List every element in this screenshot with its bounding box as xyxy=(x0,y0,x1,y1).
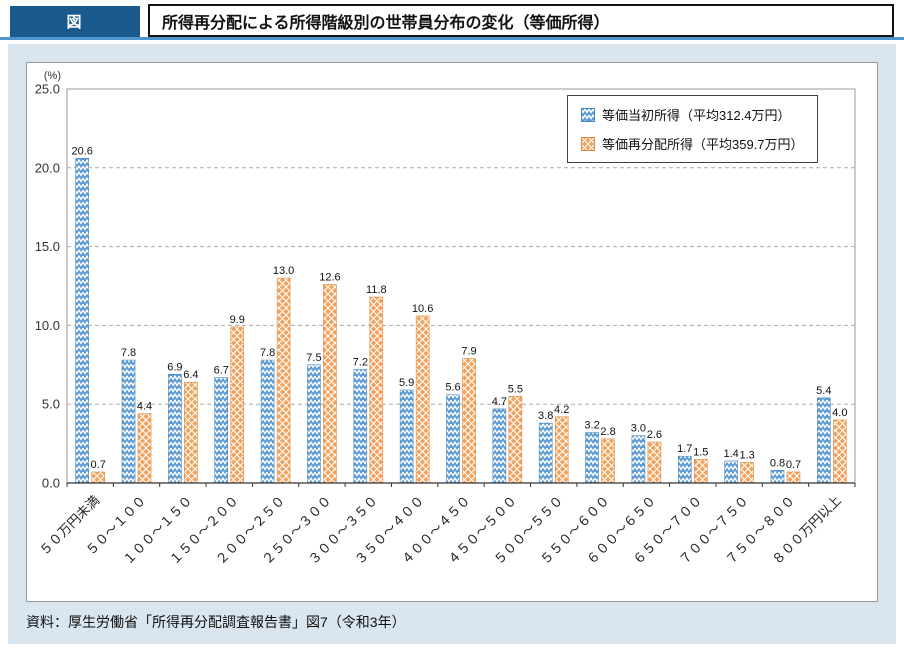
bar-redistributed-income xyxy=(786,471,801,484)
bar-redistributed-income xyxy=(369,296,384,484)
bar-value-label: 0.7 xyxy=(786,459,801,471)
bar-value-label: 6.4 xyxy=(183,369,198,381)
bar-redistributed-income xyxy=(833,419,847,484)
bar-initial-income xyxy=(770,470,785,484)
bar-initial-income xyxy=(724,460,738,484)
bar-redistributed-income xyxy=(462,358,476,484)
header-accent-rule xyxy=(0,37,904,40)
bar-value-label: 3.8 xyxy=(538,410,553,422)
figure-tag-badge: 図 xyxy=(10,6,140,37)
legend-swatch-redistributed-icon xyxy=(581,136,595,151)
bar-value-label: 1.4 xyxy=(723,448,738,460)
bar-value-label: 7.2 xyxy=(353,357,368,369)
y-tick-label: 25.0 xyxy=(35,82,60,97)
y-tick-label: 10.0 xyxy=(35,318,60,333)
source-note: 資料：厚生労働省「所得再分配調査報告書」図7（令和3年） xyxy=(26,614,406,630)
bar-value-label: 1.3 xyxy=(739,450,754,462)
bar-initial-income xyxy=(538,422,553,484)
bar-initial-income xyxy=(585,432,599,484)
chart-container: 0.0 5.0 10.0 15.0 20.0 25.0 (%) 20.6 0.7 ５０万円未満 7.… xyxy=(26,62,878,602)
bar-value-label: 4.0 xyxy=(832,407,847,419)
bar-value-label: 5.6 xyxy=(445,382,460,394)
bar-redistributed-income xyxy=(137,413,152,484)
bar-value-label: 7.9 xyxy=(461,345,476,357)
bar-value-label: 20.6 xyxy=(71,145,92,157)
bar-value-label: 5.9 xyxy=(399,377,414,389)
bar-initial-income xyxy=(446,394,460,484)
y-tick-label: 0.0 xyxy=(42,476,60,491)
bar-value-label: 5.5 xyxy=(508,383,523,395)
bar-redistributed-income xyxy=(184,381,198,484)
bar-redistributed-income xyxy=(693,459,708,484)
bar-value-label: 5.4 xyxy=(816,385,831,397)
bar-value-label: 7.8 xyxy=(260,347,275,359)
bar-initial-income xyxy=(307,364,321,484)
bar-initial-income xyxy=(492,408,507,484)
bar-value-label: 4.4 xyxy=(137,401,152,413)
bar-initial-income xyxy=(75,158,89,484)
bar-redistributed-income xyxy=(508,396,523,484)
bar-redistributed-income xyxy=(740,462,754,484)
bar-value-label: 1.7 xyxy=(677,443,692,455)
bar-initial-income xyxy=(121,359,136,484)
legend-label-redistributed: 等価再分配所得（平均359.7万円） xyxy=(602,137,804,152)
bar-redistributed-income xyxy=(323,284,337,484)
bar-value-label: 13.0 xyxy=(273,265,294,277)
bar-initial-income xyxy=(631,435,646,484)
bar-initial-income xyxy=(677,455,692,484)
bar-value-label: 11.8 xyxy=(366,284,387,296)
y-axis-unit: (%) xyxy=(44,70,61,82)
bar-value-label: 2.6 xyxy=(647,429,662,441)
legend: 等価当初所得（平均312.4万円） 等価再分配所得（平均359.7万円） xyxy=(567,95,818,163)
chart-panel: 0.0 5.0 10.0 15.0 20.0 25.0 (%) 20.6 0.7 ５０万円未満 7.… xyxy=(8,44,896,644)
y-tick-label: 20.0 xyxy=(35,160,60,175)
bar-value-label: 10.6 xyxy=(412,303,433,315)
page-title: 所得再分配による所得階級別の世帯員分布の変化（等価所得） xyxy=(162,14,610,32)
bar-redistributed-income xyxy=(91,471,105,484)
legend-item-initial: 等価当初所得（平均312.4万円） xyxy=(581,105,804,124)
bar-value-label: 1.5 xyxy=(693,446,708,458)
bar-redistributed-income xyxy=(415,315,430,484)
bar-value-label: 0.8 xyxy=(770,457,785,469)
bar-value-label: 4.7 xyxy=(492,396,507,408)
y-tick-label: 15.0 xyxy=(35,239,60,254)
bar-value-label: 7.8 xyxy=(121,347,136,359)
bar-value-label: 2.8 xyxy=(600,426,615,438)
legend-label-initial: 等価当初所得（平均312.4万円） xyxy=(602,108,791,123)
bar-redistributed-income xyxy=(601,438,615,484)
bar-initial-income xyxy=(214,377,229,484)
bar-redistributed-income xyxy=(647,441,662,484)
bar-initial-income xyxy=(260,359,275,484)
bar-redistributed-income xyxy=(230,326,245,484)
bar-value-label: 9.9 xyxy=(230,314,245,326)
legend-item-redistributed: 等価再分配所得（平均359.7万円） xyxy=(581,134,804,153)
bar-value-label: 3.2 xyxy=(584,420,599,432)
bar-redistributed-income xyxy=(554,416,569,484)
bar-initial-income xyxy=(168,373,182,484)
legend-swatch-initial-icon xyxy=(581,107,595,122)
y-tick-label: 5.0 xyxy=(42,397,60,412)
bar-value-label: 6.7 xyxy=(214,364,229,376)
bar-value-label: 7.5 xyxy=(306,352,321,364)
bar-value-label: 6.9 xyxy=(167,361,182,373)
bar-redistributed-income xyxy=(276,277,291,484)
bar-value-label: 0.7 xyxy=(91,459,106,471)
bar-value-label: 12.6 xyxy=(319,271,340,283)
bar-initial-income xyxy=(353,369,368,484)
bar-initial-income xyxy=(399,389,414,484)
bar-value-label: 3.0 xyxy=(631,423,646,435)
bar-initial-income xyxy=(817,397,831,484)
bar-value-label: 4.2 xyxy=(554,404,569,416)
title-box: 所得再分配による所得階級別の世帯員分布の変化（等価所得） xyxy=(148,4,894,37)
